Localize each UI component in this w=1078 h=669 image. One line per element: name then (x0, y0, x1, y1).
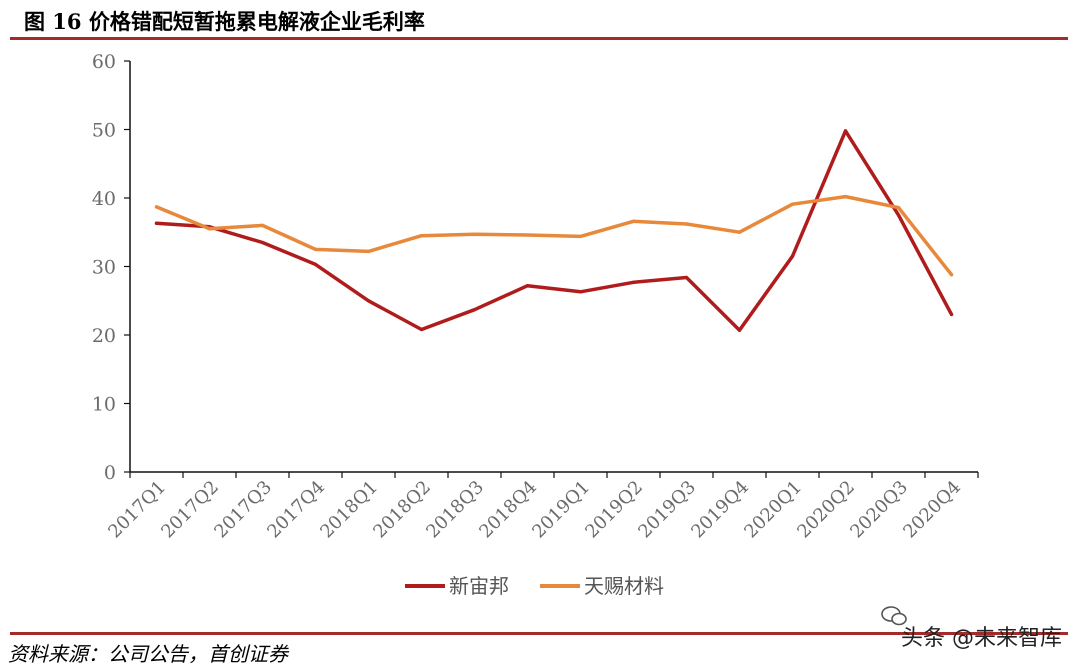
data-point (949, 273, 954, 277)
series-line-0 (154, 129, 954, 332)
x-tick-label: 2020Q2 (793, 477, 859, 543)
data-point (578, 234, 583, 238)
data-point (790, 254, 795, 258)
chart-axes: 01020304050602017Q12017Q22017Q32017Q4201… (92, 51, 979, 543)
data-point (207, 227, 212, 231)
chart-legend: 新宙邦 天赐材料 (405, 574, 664, 598)
data-point (419, 234, 424, 238)
y-tick-label: 10 (92, 394, 116, 416)
data-point (472, 232, 477, 236)
data-point (843, 129, 848, 133)
data-point (896, 205, 901, 210)
x-tick-label: 2019Q3 (634, 477, 700, 543)
x-tick-label: 2020Q3 (846, 477, 912, 543)
data-point (631, 219, 636, 223)
x-tick-label: 2018Q1 (316, 477, 382, 543)
x-tick-label: 2017Q4 (263, 477, 329, 543)
x-tick-label: 2018Q4 (475, 477, 541, 543)
data-point (684, 222, 689, 226)
legend-label: 天赐材料 (584, 574, 664, 598)
wechat-icon (880, 604, 944, 628)
x-tick-label: 2020Q4 (899, 477, 965, 543)
data-point (631, 280, 636, 284)
data-point (843, 195, 848, 199)
y-tick-label: 40 (92, 188, 116, 210)
data-point (260, 240, 265, 245)
x-tick-label: 2020Q1 (740, 477, 806, 543)
y-tick-label: 50 (92, 120, 116, 142)
data-point (737, 230, 742, 234)
x-tick-label: 2019Q4 (687, 477, 753, 543)
x-tick-label: 2017Q1 (104, 477, 170, 543)
data-point (313, 262, 318, 267)
data-point (790, 202, 795, 206)
x-tick-label: 2019Q1 (528, 477, 594, 543)
data-point (154, 221, 159, 225)
bottom-rule (10, 632, 1068, 635)
figure-title: 图 16 价格错配短暂拖累电解液企业毛利率 (24, 9, 425, 34)
legend-label: 新宙邦 (449, 574, 509, 598)
data-point (684, 275, 689, 280)
chart-lines (154, 129, 954, 332)
x-tick-label: 2017Q3 (210, 477, 276, 543)
data-point (419, 327, 424, 332)
data-point (472, 308, 477, 312)
data-point (154, 205, 159, 209)
series-line-1 (154, 194, 954, 277)
y-tick-label: 0 (104, 462, 116, 484)
data-point (260, 223, 265, 227)
data-point (737, 328, 742, 332)
y-tick-label: 60 (92, 51, 116, 73)
x-tick-label: 2018Q2 (369, 477, 435, 543)
x-tick-label: 2018Q3 (422, 477, 488, 543)
x-tick-label: 2017Q2 (157, 477, 223, 543)
y-tick-label: 30 (92, 257, 116, 279)
data-point (525, 233, 530, 237)
watermark: 头条 @未来智库 (901, 626, 1062, 651)
y-tick-label: 20 (92, 325, 116, 347)
data-point (578, 290, 583, 294)
data-point (313, 247, 318, 251)
top-rule (10, 37, 1068, 40)
x-tick-label: 2019Q2 (581, 477, 647, 543)
data-point (896, 213, 901, 217)
data-point (366, 249, 371, 254)
data-point (949, 312, 954, 317)
data-point (366, 299, 371, 303)
source-note: 资料来源：公司公告，首创证券 (8, 642, 288, 666)
data-point (525, 284, 530, 288)
